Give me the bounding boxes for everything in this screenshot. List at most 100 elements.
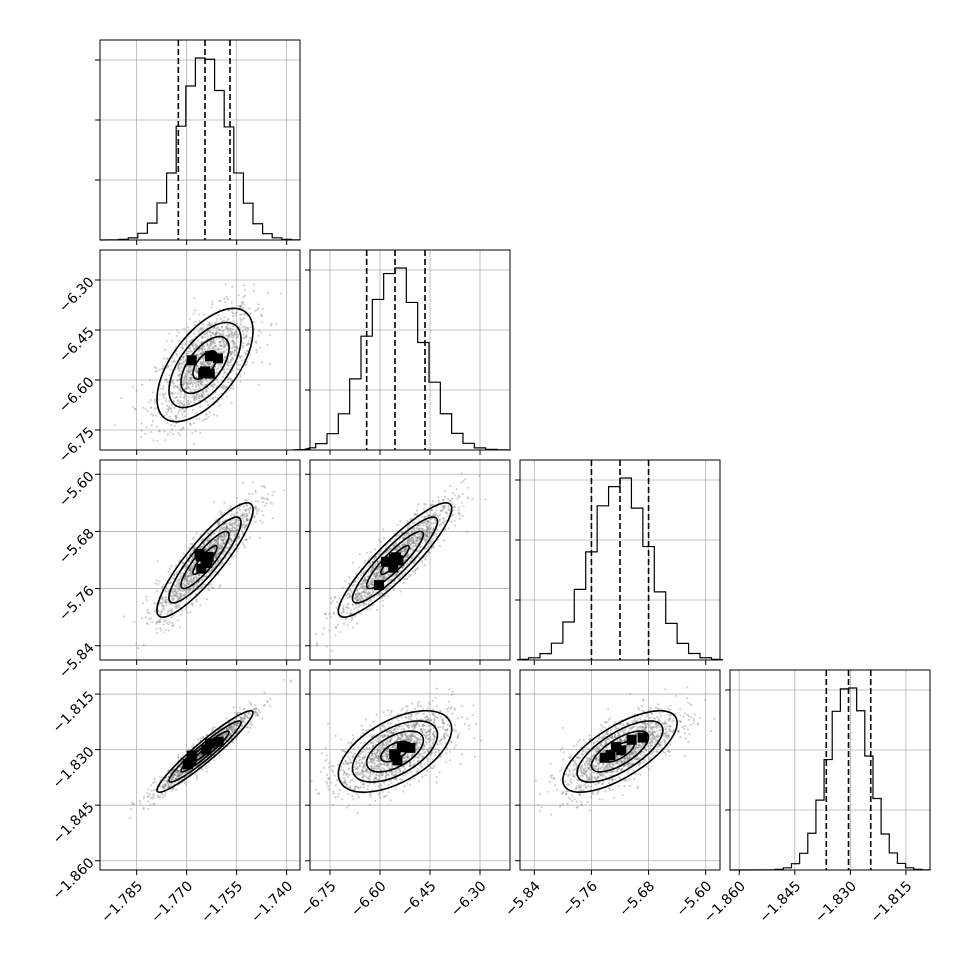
sample-point [142, 806, 145, 809]
sample-point [145, 622, 149, 625]
sample-point [426, 531, 429, 534]
sample-point [196, 365, 199, 368]
sample-point [426, 525, 429, 529]
sample-point [378, 568, 381, 572]
sample-point [436, 496, 440, 499]
sample-point [194, 575, 197, 578]
sample-point [223, 345, 226, 348]
sample-point [229, 524, 232, 527]
sample-point [257, 303, 260, 306]
sample-point [232, 342, 235, 345]
sample-point [222, 532, 225, 535]
sample-point [230, 331, 233, 334]
sample-point [261, 361, 264, 364]
sample-point [219, 520, 222, 523]
sample-point [385, 588, 388, 591]
sample-point [322, 627, 325, 630]
sample-point [224, 301, 227, 304]
sample-point [370, 583, 373, 586]
sample-point [202, 396, 205, 399]
sample-point [160, 610, 164, 613]
sample-point [413, 529, 416, 533]
sample-point [162, 357, 165, 360]
sample-point [157, 621, 160, 624]
sample-point [219, 535, 222, 538]
sample-point [199, 380, 202, 383]
sample-point [400, 550, 403, 553]
sample-point [375, 573, 379, 576]
sample-point [187, 569, 191, 572]
sample-point [231, 331, 234, 334]
sample-point [460, 481, 463, 484]
sample-point [448, 499, 452, 502]
sample-point [237, 537, 240, 540]
sample-point [192, 393, 195, 397]
sample-point [355, 593, 358, 597]
sample-point [403, 549, 406, 552]
sample-point [186, 576, 189, 579]
sample-point [232, 325, 235, 328]
sample-point [419, 545, 422, 548]
sample-point [174, 417, 177, 420]
sample-point [372, 566, 375, 569]
sample-point [199, 737, 202, 740]
sample-point [235, 543, 238, 547]
sample-point [367, 557, 370, 560]
sample-point [191, 745, 194, 748]
sample-point [352, 584, 355, 587]
sample-point [193, 332, 196, 335]
sample-point [245, 504, 248, 507]
sample-point [162, 786, 165, 790]
sample-point [179, 399, 182, 403]
sample-point [175, 595, 178, 598]
sample-point [222, 359, 225, 362]
sample-point [197, 350, 200, 353]
sample-point [170, 340, 173, 343]
sample-point [239, 375, 242, 379]
sample-point [209, 397, 212, 400]
sample-point [167, 623, 170, 626]
sample-point [233, 349, 237, 352]
sample-point [183, 580, 186, 583]
sample-point [232, 340, 235, 343]
sample-point [180, 359, 183, 362]
sample-point [215, 371, 218, 374]
sample-point [146, 609, 150, 612]
sample-point [204, 547, 207, 550]
sample-point [417, 528, 420, 532]
sample-point [188, 568, 191, 572]
sample-point [367, 591, 370, 594]
sample-point [245, 518, 249, 522]
sample-point [428, 551, 431, 554]
sample-point [409, 543, 412, 546]
sample-point [155, 366, 158, 369]
sample-point [426, 520, 429, 523]
sample-point [176, 386, 179, 390]
sample-point [411, 539, 414, 542]
sample-point [166, 588, 169, 591]
sample-point [248, 492, 251, 496]
sample-point [410, 537, 413, 540]
sample-point [170, 407, 173, 411]
panel-frame [729, 669, 931, 871]
sample-point [365, 551, 368, 554]
sample-point [176, 585, 179, 589]
sample-point [136, 647, 140, 650]
sample-point [434, 513, 437, 516]
sample-point [161, 393, 164, 396]
sample-point [426, 535, 429, 538]
sample-point [222, 333, 225, 336]
sample-point [401, 566, 404, 569]
sample-point [332, 613, 335, 616]
sample-point [431, 509, 434, 512]
sample-point [187, 583, 190, 586]
sample-point [189, 569, 192, 572]
sample-point [244, 512, 247, 515]
sample-point [148, 378, 152, 381]
sample-point [212, 542, 215, 545]
density-pixel [194, 549, 205, 560]
sample-point [187, 400, 190, 403]
sample-point [393, 574, 396, 578]
contour-level [180, 335, 230, 395]
sample-point [180, 346, 184, 349]
